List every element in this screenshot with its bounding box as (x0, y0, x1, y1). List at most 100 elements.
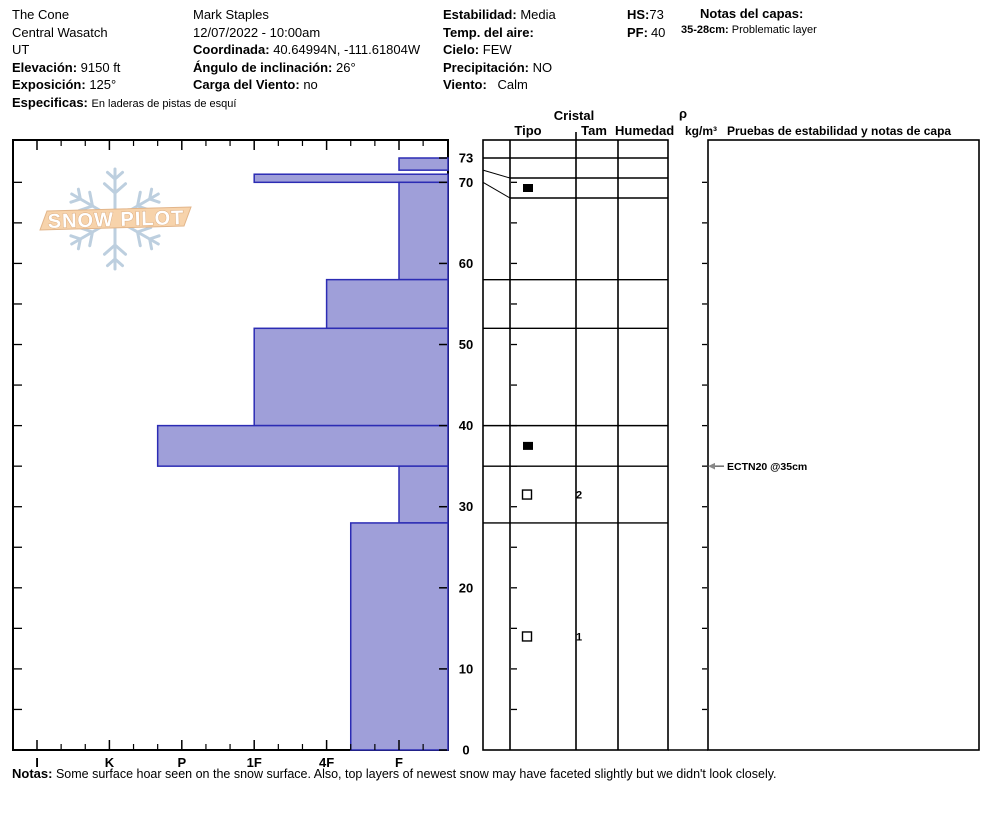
depth-tick-label: 0 (462, 743, 469, 758)
site-state: UT (12, 42, 30, 57)
depth-tick-label: 20 (459, 580, 473, 595)
col-header-humedad: Humedad (615, 123, 675, 138)
pf-value: 40 (650, 24, 666, 40)
snowflake-arm (113, 182, 128, 195)
precipitation-label: Precipitación: (443, 59, 529, 75)
grain-symbol-facets (521, 631, 533, 642)
layer-notes-title: Notas del capas: (700, 6, 804, 21)
elevation-value: 9150 ft (80, 59, 121, 75)
aspect-label: Exposición: (12, 77, 86, 92)
snowflake-arm (136, 226, 153, 234)
specifics-label: Especificas: (12, 94, 88, 110)
snowflake-arm (148, 197, 161, 204)
col-header-tam: Tam (581, 123, 607, 138)
pit-foot-depth: PF: 40 (627, 24, 665, 42)
snowpilot-logo: SNOW PILOT (39, 167, 192, 271)
hardness-bar-layer-5 (156, 424, 449, 467)
snowflake-arm (69, 197, 82, 204)
specifics-value: En laderas de pistas de esquí (91, 97, 237, 110)
site-name: The Cone (12, 7, 70, 22)
sky-value: FEW (482, 42, 512, 57)
stability-value: Media (520, 7, 556, 22)
wind: Viento: Calm (443, 76, 556, 94)
site-aspect: Exposición: 125° (12, 76, 236, 94)
col-header-density-symbol: ρ (678, 106, 688, 121)
depth-tick-label: 40 (459, 418, 473, 433)
layer-note-item: 35-28cm: Problematic layer (681, 24, 817, 36)
sky: Cielo: FEW (443, 41, 556, 59)
snowflake-arm (105, 257, 117, 268)
test-arrow-head (708, 462, 715, 470)
coordinates-label: Coordinada: (193, 42, 270, 57)
row-connector (482, 169, 511, 179)
wind-loading-value: no (303, 77, 318, 92)
hardness-axis-label: 1F (247, 755, 262, 770)
logo-text: SNOW PILOT (47, 207, 184, 233)
pf-label: PF: (627, 24, 648, 40)
grain-symbol-crust (523, 184, 533, 192)
col-header-density-units: kg/m³ (685, 123, 718, 138)
row-connector (482, 181, 511, 199)
snowflake-arm (76, 237, 82, 251)
hardness-axis-label: P (177, 755, 186, 770)
observer-name: Mark Staples (193, 7, 269, 22)
grain-symbol-facets (521, 489, 533, 500)
hs-label: HS: (627, 7, 650, 22)
generated-chart-content: I K P 1F 4F F 73 70 60 50 40 30 20 10 0 2 1 ECTN20 @35cm (14, 140, 807, 770)
snowflake-arm (148, 234, 161, 241)
snowflake-arm (113, 243, 128, 256)
logo-banner (39, 206, 192, 231)
stability-test-label: ECTN20 @35cm (727, 461, 807, 473)
snowflake-arm (88, 230, 94, 248)
snowflake-arm (105, 170, 117, 181)
depth-tick-label: 10 (459, 661, 473, 676)
notes-label: Notas: (12, 766, 53, 781)
snowflake-arm (88, 190, 94, 208)
stability-tests-box (707, 139, 980, 751)
hardness-axis-label: 4F (319, 755, 334, 770)
hardness-bar-layer-6 (398, 465, 449, 524)
depth-tick-label: 30 (459, 499, 473, 514)
coordinates: Coordinada: 40.64994N, -111.61804W (193, 41, 420, 59)
grain-symbol-crust (523, 441, 533, 450)
aspect-value: 125° (89, 77, 117, 92)
site-info-column: The Cone Central Wasatch UT Elevación: 9… (12, 6, 236, 113)
stability-label: Estabilidad: (443, 7, 517, 22)
snowflake-arm (102, 182, 117, 195)
slope-angle-label: Ángulo de inclinación: (193, 59, 333, 75)
hardness-bar-layer-7 (349, 522, 449, 751)
totals-column: HS:73 PF: 40 (627, 6, 665, 41)
layer-note-range: 35-28cm: (681, 24, 729, 36)
col-header-tipo: Tipo (514, 123, 542, 138)
depth-tick-label: 50 (459, 337, 473, 352)
grain-size-value: 2 (576, 490, 582, 502)
site-elevation: Elevación: 9150 ft (12, 59, 236, 77)
snowflake-arm (136, 190, 142, 208)
snowflake-arm (113, 257, 125, 268)
depth-tick-label: 60 (459, 256, 473, 271)
depth-tick-label: 73 (459, 151, 473, 166)
hardness-bar-layer-4 (253, 327, 449, 427)
col-header-cristal: Cristal (553, 108, 595, 123)
layer-note-text: Problematic layer (731, 24, 817, 36)
snowflake-arm (76, 187, 82, 201)
snowflake-arm (136, 230, 142, 248)
precipitation-value: NO (532, 59, 553, 75)
notes-text: Some surface hoar seen on the snow surfa… (55, 767, 777, 781)
snowflake-arm (113, 170, 125, 181)
total-snow-height: HS:73 (627, 6, 665, 24)
site-region: Central Wasatch (12, 24, 108, 40)
slope-angle: Ángulo de inclinación: 26° (193, 59, 420, 77)
col-header-stability-tests: Pruebas de estabilidad y notas de capa (727, 123, 952, 138)
sky-label: Cielo: (443, 42, 480, 57)
wind-label: Viento: (443, 77, 487, 92)
pit-notes: Notas: Some surface hoar seen on the sno… (12, 766, 777, 781)
hs-value: 73 (649, 7, 664, 22)
air-temp: Temp. del aire: (443, 24, 556, 42)
wind-loading: Carga del Viento: no (193, 76, 420, 94)
snowflake-arm (102, 243, 117, 256)
snowflake-arm (148, 237, 154, 251)
observer-info-column: Mark Staples 12/07/2022 - 10:00am Coordi… (193, 6, 420, 94)
